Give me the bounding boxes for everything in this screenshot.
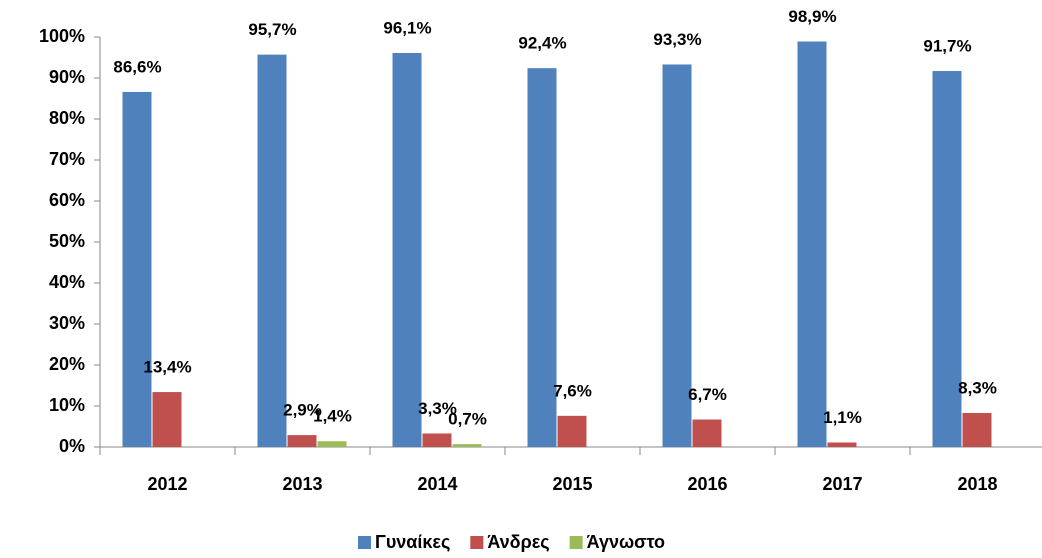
x-tick-label: 2012 xyxy=(147,474,187,494)
bar xyxy=(452,444,482,447)
data-label: 3,3% xyxy=(418,399,457,418)
x-tick-label: 2018 xyxy=(957,474,997,494)
bar xyxy=(422,433,452,447)
data-label: 8,3% xyxy=(958,378,997,397)
y-tick-label: 90% xyxy=(49,67,85,87)
bar xyxy=(257,54,287,447)
data-label: 0,7% xyxy=(448,410,487,429)
data-label: 13,4% xyxy=(143,358,191,377)
x-tick-label: 2017 xyxy=(822,474,862,494)
legend-swatch xyxy=(569,536,583,549)
legend-label: Άγνωστο xyxy=(587,532,665,552)
bar xyxy=(557,415,587,447)
legend-swatch xyxy=(470,536,484,549)
legend-swatch xyxy=(358,536,371,549)
bar xyxy=(692,419,722,447)
data-label: 86,6% xyxy=(113,57,161,76)
data-label: 7,6% xyxy=(553,381,592,400)
bar xyxy=(962,412,992,447)
bar xyxy=(287,435,317,447)
bar xyxy=(527,68,557,447)
y-tick-label: 100% xyxy=(39,26,85,46)
data-label: 1,1% xyxy=(823,408,862,427)
bar xyxy=(152,392,182,447)
bar xyxy=(932,71,962,447)
y-tick-label: 10% xyxy=(49,395,85,415)
bar xyxy=(827,442,857,447)
y-tick-label: 60% xyxy=(49,190,85,210)
y-tick-label: 70% xyxy=(49,149,85,169)
bar xyxy=(392,52,422,448)
data-label: 98,9% xyxy=(788,7,836,26)
data-label: 91,7% xyxy=(923,37,971,56)
x-tick-label: 2016 xyxy=(687,474,727,494)
x-tick-label: 2015 xyxy=(552,474,592,494)
y-tick-label: 30% xyxy=(49,313,85,333)
y-tick-label: 0% xyxy=(59,436,85,456)
data-label: 1,4% xyxy=(313,407,352,426)
data-label: 2,9% xyxy=(283,401,322,420)
bar xyxy=(662,64,692,447)
bar xyxy=(797,41,827,447)
data-label: 92,4% xyxy=(518,34,566,53)
legend-label: Γυναίκες xyxy=(375,532,450,552)
y-tick-label: 40% xyxy=(49,272,85,292)
x-tick-label: 2014 xyxy=(417,474,457,494)
data-label: 6,7% xyxy=(688,385,727,404)
bar xyxy=(122,91,152,447)
y-tick-label: 50% xyxy=(49,231,85,251)
bar xyxy=(317,441,347,447)
y-tick-label: 20% xyxy=(49,354,85,374)
data-label: 96,1% xyxy=(383,18,431,37)
data-label: 93,3% xyxy=(653,30,701,49)
x-tick-label: 2013 xyxy=(282,474,322,494)
data-label: 95,7% xyxy=(248,20,296,39)
legend-label: Άνδρες xyxy=(487,532,549,552)
y-tick-label: 80% xyxy=(49,108,85,128)
